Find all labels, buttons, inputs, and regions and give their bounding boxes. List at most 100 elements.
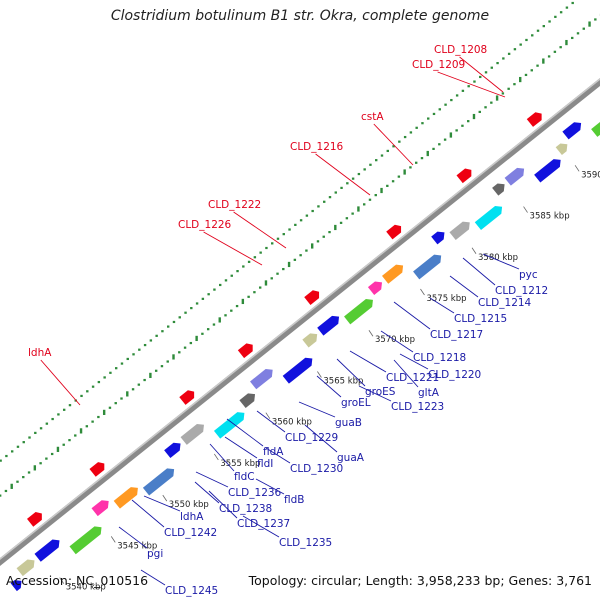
gene-label-forward: CLD_1208 [434, 44, 487, 56]
gc-mark [201, 332, 204, 335]
gc-mark [28, 436, 31, 439]
gene-feature [250, 369, 273, 390]
gene-feature [504, 167, 525, 186]
gc-mark [473, 80, 476, 83]
gene-label-reverse: CLD_1242 [164, 527, 217, 539]
gene-feature [534, 159, 561, 183]
gene-feature [16, 559, 35, 577]
gc-mark [490, 101, 493, 104]
gene-label-forward: CLD_1226 [178, 219, 232, 231]
gc-mark [311, 209, 314, 213]
gene-label-forward: CLD_1209 [412, 59, 465, 71]
gc-mark [502, 57, 505, 60]
gc-mark [415, 161, 418, 164]
gene-label-reverse: ldhA [180, 511, 204, 523]
gc-mark [132, 353, 135, 356]
gc-mark [375, 159, 378, 162]
gc-mark [74, 434, 77, 437]
gc-mark [178, 316, 181, 319]
gc-mark [542, 25, 545, 28]
gc-mark [39, 427, 43, 430]
callout-line [224, 436, 258, 459]
gene-label-reverse: guaA [337, 452, 365, 464]
kbp-tick [110, 536, 116, 543]
gc-mark [195, 302, 199, 305]
gc-mark [253, 291, 256, 294]
callout-line [373, 123, 414, 166]
gc-mark [391, 180, 395, 183]
gene-callouts: ldhA CLD_1226 CLD_1222 CLD_1216 cstA CLD_1209… [28, 44, 548, 597]
callout-line [40, 359, 81, 406]
gc-mark [328, 231, 331, 234]
gc-mark [316, 240, 320, 243]
callout-line [131, 499, 165, 528]
kbp-tick [574, 165, 580, 172]
topology-summary: Topology: circular; Length: 3,958,233 bp… [248, 573, 592, 588]
callout-line [226, 418, 264, 447]
gene-label-reverse: groEL [341, 397, 371, 409]
gc-mark [467, 85, 470, 88]
gc-mark [299, 219, 303, 222]
callout-line [315, 153, 371, 196]
gc-mark [531, 34, 534, 37]
gene-feature [317, 315, 340, 336]
gc-mark [80, 394, 83, 398]
gc-mark [374, 194, 377, 197]
map-title: Clostridium botulinum B1 str. Okra, comp… [110, 8, 490, 24]
callout-line [209, 443, 235, 472]
callout-line [393, 301, 431, 330]
gc-mark [183, 346, 187, 349]
gc-mark [184, 311, 187, 314]
gc-mark [351, 177, 355, 180]
gc-mark [16, 480, 19, 483]
callout-line [459, 56, 504, 93]
gene-feature [492, 183, 505, 196]
gc-mark [16, 445, 20, 448]
gc-mark [495, 95, 499, 101]
gene-feature [431, 231, 445, 245]
gc-mark [224, 279, 228, 282]
gc-mark [22, 476, 25, 479]
gene-feature [91, 500, 109, 517]
gc-mark [525, 38, 528, 42]
gc-mark [178, 351, 181, 354]
gc-mark [438, 143, 441, 146]
callout-line [255, 478, 285, 495]
callout-line [482, 253, 520, 270]
gc-mark [149, 372, 152, 379]
gc-mark [39, 462, 42, 465]
gc-mark [22, 441, 25, 444]
gc-mark [588, 21, 591, 27]
kbp-label: 3545 kbp [117, 541, 157, 551]
callout-line [429, 297, 455, 314]
gc-mark [149, 339, 153, 342]
callout-line [242, 515, 280, 538]
gc-mark [218, 317, 221, 323]
gene-feature [69, 526, 102, 555]
callout-line [336, 358, 366, 387]
gc-mark [496, 61, 499, 65]
gc-mark [362, 203, 366, 206]
gc-mark [524, 73, 528, 77]
gene-feature [213, 412, 245, 439]
gc-mark [421, 122, 424, 125]
gc-mark [230, 309, 233, 312]
gc-skew-track-inner [0, 13, 600, 497]
gc-mark [490, 66, 493, 69]
gc-mark [310, 243, 314, 249]
gene-label-reverse: CLD_1235 [279, 537, 332, 549]
gc-mark [213, 288, 216, 291]
gc-mark [137, 383, 141, 386]
gc-mark [34, 431, 37, 435]
gc-mark [56, 446, 60, 452]
forward-gene [304, 290, 320, 305]
gc-mark [143, 378, 146, 382]
gc-mark [207, 293, 210, 296]
gc-mark [264, 280, 268, 286]
gc-mark [85, 425, 89, 428]
gc-mark [270, 277, 273, 280]
gc-mark [62, 443, 65, 446]
callout-line [195, 471, 229, 488]
gc-mark [594, 18, 597, 21]
gc-mark [553, 50, 557, 53]
